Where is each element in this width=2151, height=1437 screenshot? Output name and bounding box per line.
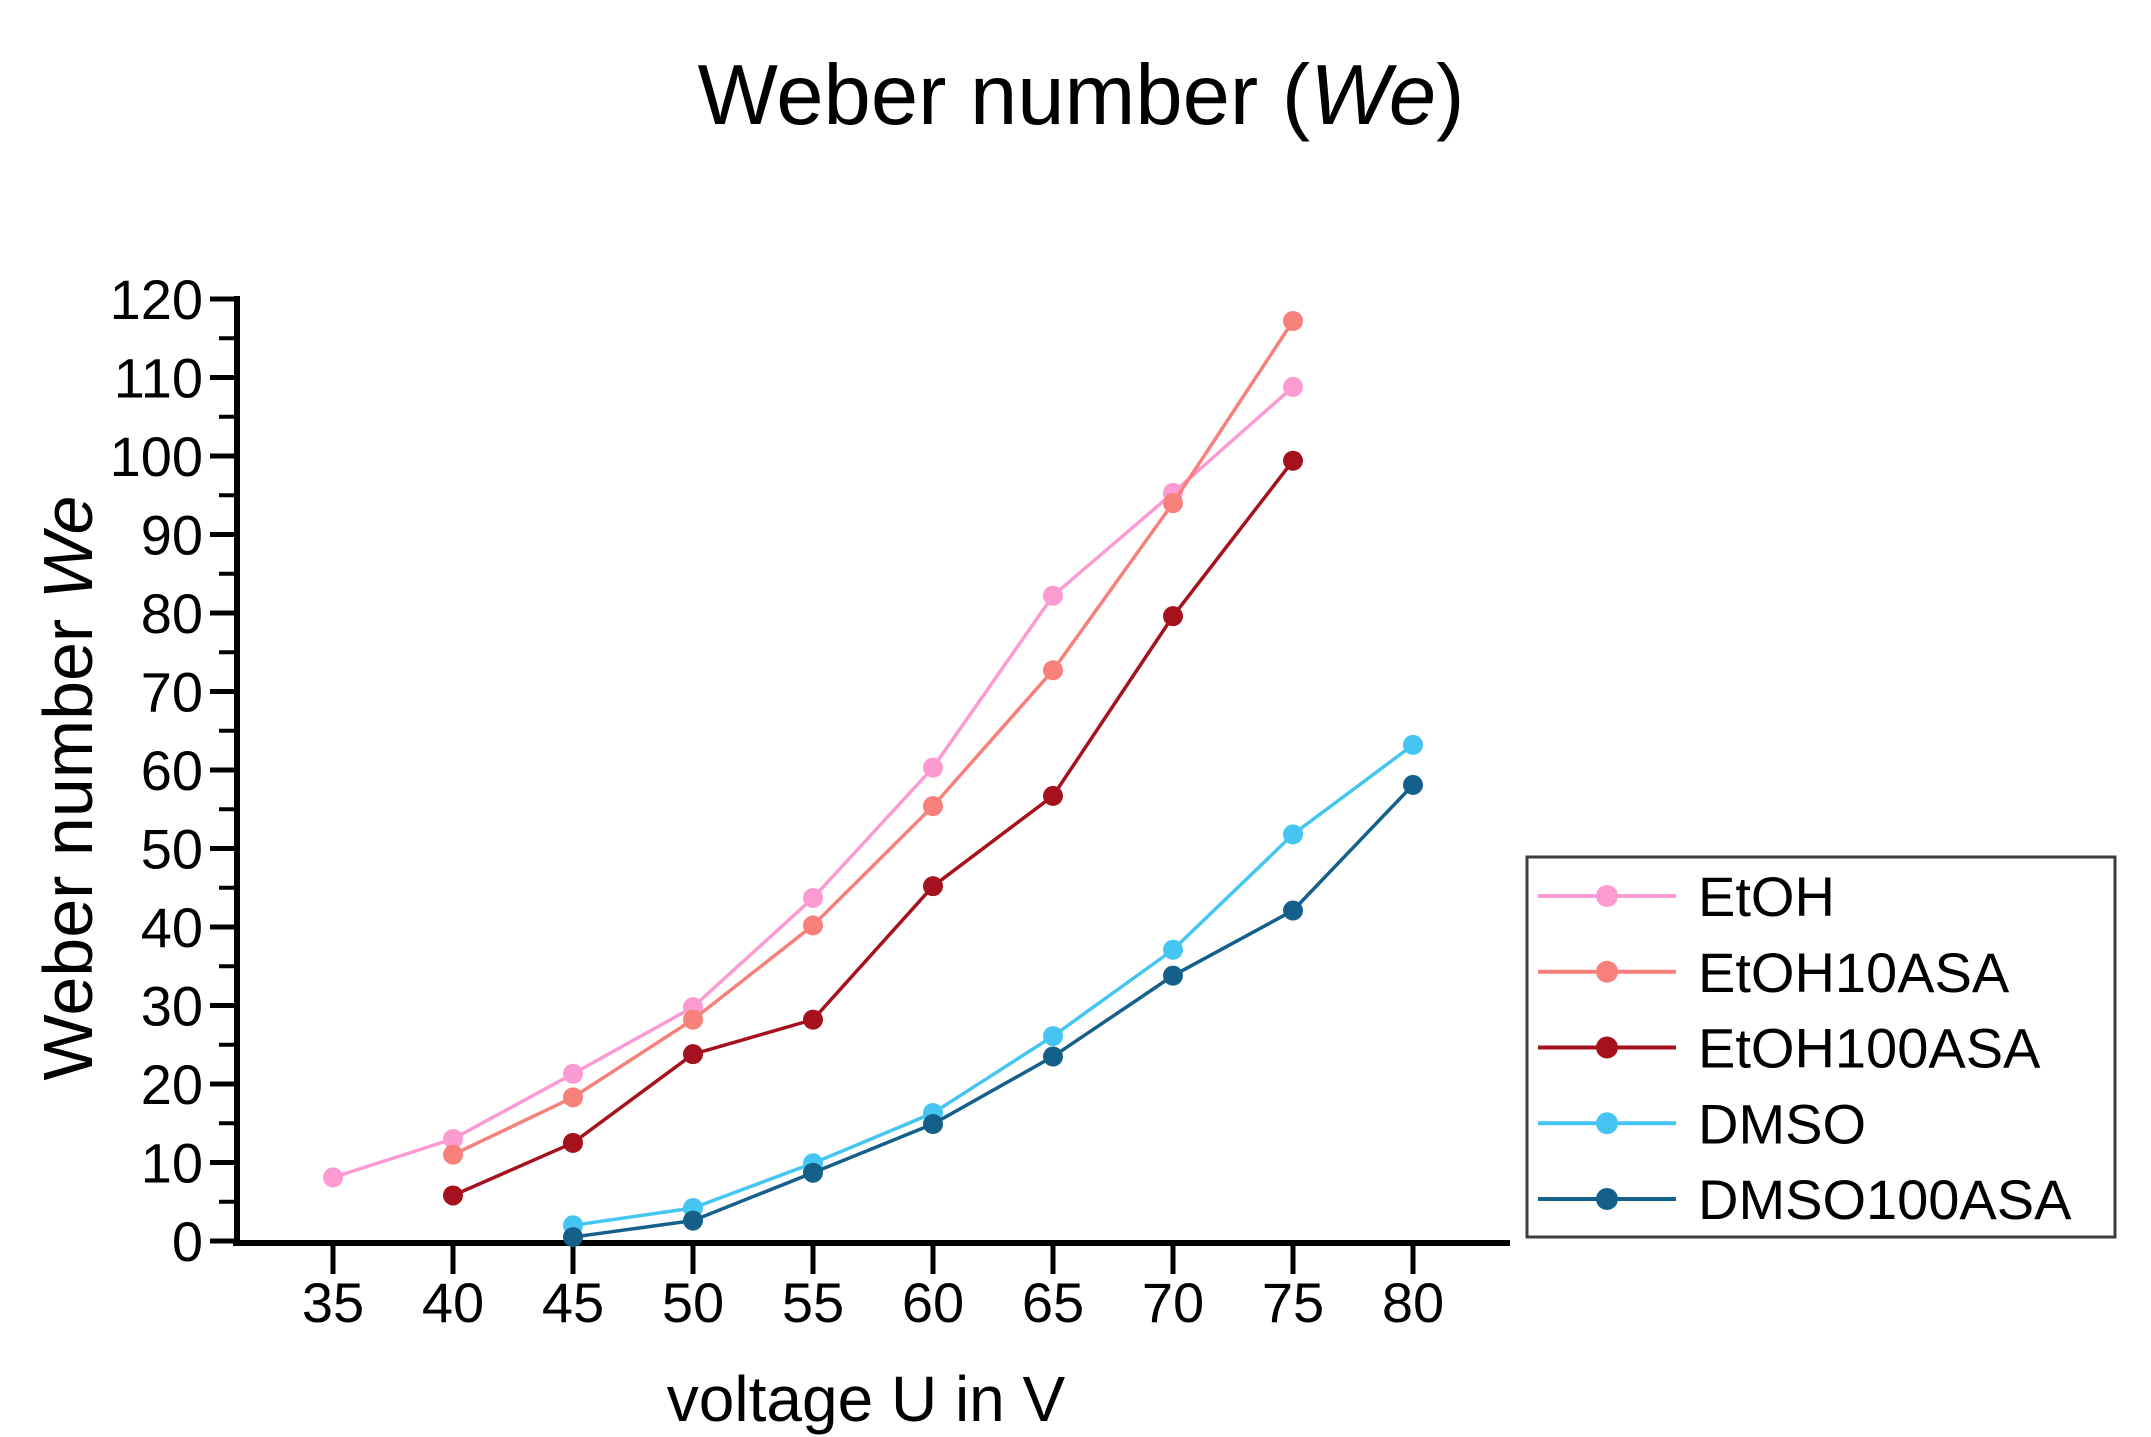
series-point-EtOH100ASA: [683, 1044, 703, 1065]
series-point-EtOH: [803, 887, 823, 908]
series-point-DMSO100ASA: [563, 1227, 583, 1248]
y-tick-label: 30: [141, 975, 203, 1038]
legend-label: DMSO: [1698, 1092, 1866, 1155]
y-tick-label: 50: [141, 818, 203, 881]
legend-label: DMSO100ASA: [1698, 1168, 2072, 1231]
legend-label: EtOH10ASA: [1698, 941, 2010, 1004]
x-tick-label: 80: [1382, 1271, 1444, 1334]
series-point-EtOH10ASA: [923, 796, 943, 817]
legend: EtOH EtOH10ASA EtOH100ASA DMSO DMSO100ASA: [1525, 855, 2117, 1239]
x-axis-label: voltage U in V: [667, 1363, 1066, 1435]
series-point-EtOH100ASA: [1163, 606, 1183, 627]
series-point-EtOH10ASA: [803, 915, 823, 936]
series-point-EtOH100ASA: [563, 1132, 583, 1153]
series-point-DMSO: [1043, 1026, 1063, 1047]
series-point-DMSO100ASA: [923, 1114, 943, 1135]
series-point-DMSO100ASA: [1403, 774, 1423, 795]
legend-marker-dot: [1596, 1188, 1618, 1210]
series-point-EtOH10ASA: [443, 1144, 463, 1165]
series-line-DMSO100ASA: [572, 783, 1415, 1239]
x-tick-label: 75: [1262, 1271, 1324, 1334]
x-tick-label: 35: [302, 1271, 364, 1334]
legend-marker-dot: [1596, 1036, 1618, 1059]
series-point-DMSO100ASA: [1043, 1046, 1063, 1067]
series-line-DMSO: [572, 743, 1415, 1228]
x-tick-label: 55: [782, 1271, 844, 1334]
series-point-EtOH10ASA: [1043, 660, 1063, 681]
series-point-EtOH100ASA: [1283, 450, 1303, 471]
legend-item-EtOH: EtOH: [1538, 865, 1835, 928]
legend-label: EtOH100ASA: [1698, 1017, 2041, 1080]
y-tick-label: 120: [110, 268, 203, 331]
y-tick-label: 0: [172, 1210, 203, 1273]
x-tick-label: 70: [1142, 1271, 1204, 1334]
series-point-EtOH: [443, 1128, 463, 1149]
series-point-DMSO100ASA: [803, 1162, 823, 1183]
series-point-DMSO: [1283, 824, 1303, 845]
series-point-EtOH100ASA: [443, 1185, 463, 1206]
legend-label: EtOH: [1698, 865, 1835, 928]
legend-marker-dot: [1596, 960, 1618, 983]
x-tick-label: 50: [662, 1271, 724, 1334]
series-point-EtOH10ASA: [1283, 310, 1303, 331]
y-axis-label: Weber number We: [29, 496, 107, 1081]
x-tick-label: 40: [422, 1271, 484, 1334]
series-point-EtOH100ASA: [803, 1009, 823, 1030]
y-tick-label: 10: [141, 1132, 203, 1195]
y-tick-label: 20: [141, 1053, 203, 1116]
series-line-EtOH100ASA: [452, 459, 1295, 1198]
series-point-DMSO100ASA: [1163, 965, 1183, 986]
x-tick-label: 65: [1022, 1271, 1084, 1334]
x-tick-label: 60: [902, 1271, 964, 1334]
y-tick-label: 90: [141, 504, 203, 567]
series-point-EtOH: [1283, 376, 1303, 397]
series-point-EtOH: [1043, 585, 1063, 606]
series-point-DMSO100ASA: [683, 1210, 703, 1231]
legend-item-DMSO100ASA: DMSO100ASA: [1538, 1168, 2072, 1231]
x-tick-label: 45: [542, 1271, 604, 1334]
y-tick-label: 100: [110, 425, 203, 488]
chart-title: Weber number (We): [698, 48, 1465, 143]
legend-item-DMSO: DMSO: [1538, 1092, 1866, 1155]
legend-item-EtOH10ASA: EtOH10ASA: [1538, 941, 2010, 1004]
legend-item-EtOH100ASA: EtOH100ASA: [1538, 1017, 2041, 1080]
series-point-DMSO100ASA: [1283, 900, 1303, 921]
y-tick-label: 60: [141, 739, 203, 802]
series-point-EtOH: [563, 1063, 583, 1084]
y-tick-label: 40: [141, 896, 203, 959]
series-point-DMSO: [1163, 939, 1183, 960]
series-line-EtOH10ASA: [452, 320, 1295, 1157]
y-tick-label: 110: [114, 347, 203, 410]
series-point-EtOH: [923, 757, 943, 778]
legend-marker-dot: [1596, 1112, 1618, 1135]
series-point-EtOH: [323, 1167, 343, 1188]
series-point-EtOH10ASA: [563, 1087, 583, 1108]
legend-marker-dot: [1596, 885, 1618, 907]
series-point-EtOH100ASA: [923, 876, 943, 897]
series-point-EtOH100ASA: [1043, 785, 1063, 806]
y-tick-label: 70: [141, 661, 203, 724]
series-point-DMSO: [1403, 734, 1423, 755]
y-tick-label: 80: [141, 582, 203, 645]
series-point-EtOH10ASA: [683, 1009, 703, 1030]
series-point-EtOH10ASA: [1163, 493, 1183, 514]
